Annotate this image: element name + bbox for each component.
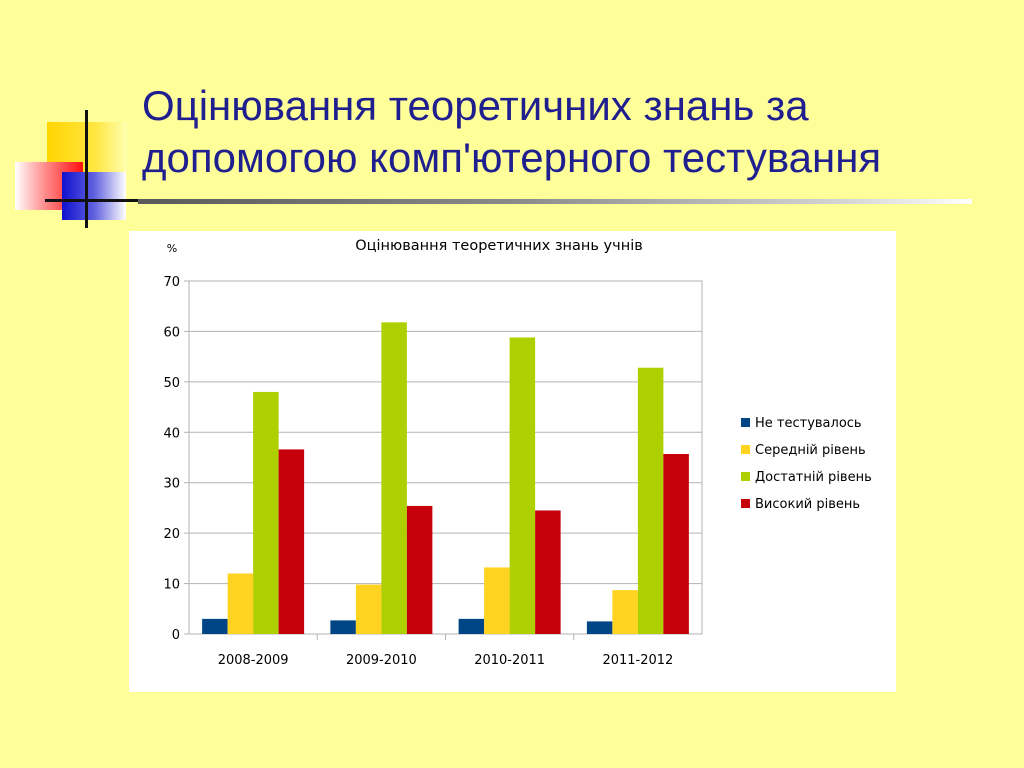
decor-vertical-line: [85, 110, 88, 228]
bar-4-2011-2012: [663, 453, 689, 634]
title-underline: [138, 199, 972, 204]
bar-2-2011-2012: [612, 590, 638, 634]
decor-blue-square: [62, 172, 126, 220]
legend-label: Достатній рівень: [755, 470, 872, 485]
y-tick-label: 70: [163, 275, 180, 290]
legend-swatch: [741, 418, 750, 427]
y-tick-label: 10: [163, 578, 180, 593]
decor-horizontal-line: [45, 199, 145, 202]
bar-1-2009-2010: [330, 620, 356, 634]
chart-title: Оцінювання теоретичних знань учнів: [355, 238, 643, 254]
legend-swatch: [741, 499, 750, 508]
y-tick-label: 50: [163, 376, 180, 391]
y-tick-label: 40: [163, 426, 180, 441]
bar-1-2011-2012: [586, 621, 613, 634]
bar-3-2010-2011: [509, 337, 536, 634]
y-axis-label: %: [167, 242, 177, 255]
y-tick-label: 30: [163, 477, 180, 492]
y-tick-label: 60: [163, 325, 180, 340]
bar-2-2010-2011: [484, 567, 510, 634]
legend-label: Високий рівень: [755, 497, 860, 512]
bar-3-2008-2009: [253, 391, 279, 634]
x-tick-label: 2009-2010: [346, 653, 417, 668]
bar-chart: Оцінювання теоретичних знань учнів % 0 10…: [163, 238, 872, 668]
bar-2-2009-2010: [355, 584, 382, 634]
bar-4-2010-2011: [535, 510, 561, 634]
bar-4-2009-2010: [406, 505, 433, 634]
bar-4-2008-2009: [278, 449, 305, 634]
bar-1-2008-2009: [202, 618, 228, 634]
legend-swatch: [741, 445, 750, 454]
y-tick-label: 20: [163, 527, 180, 542]
legend-label: Середній рівень: [755, 443, 866, 458]
bar-1-2010-2011: [458, 618, 485, 634]
chart-panel: Оцінювання теоретичних знань учнів % 0 10…: [129, 231, 896, 692]
bar-2-2008-2009: [227, 573, 254, 634]
legend-label: Не тестувалось: [755, 416, 862, 431]
x-tick-label: 2008-2009: [218, 653, 289, 668]
x-tick-label: 2011-2012: [602, 653, 673, 668]
legend-swatch: [741, 472, 750, 481]
slide-title: Оцінювання теоретичних знань за допомого…: [142, 82, 882, 181]
bar-3-2011-2012: [637, 367, 664, 634]
y-tick-label: 0: [172, 628, 180, 643]
x-tick-label: 2010-2011: [474, 653, 545, 668]
bar-3-2009-2010: [381, 322, 407, 634]
